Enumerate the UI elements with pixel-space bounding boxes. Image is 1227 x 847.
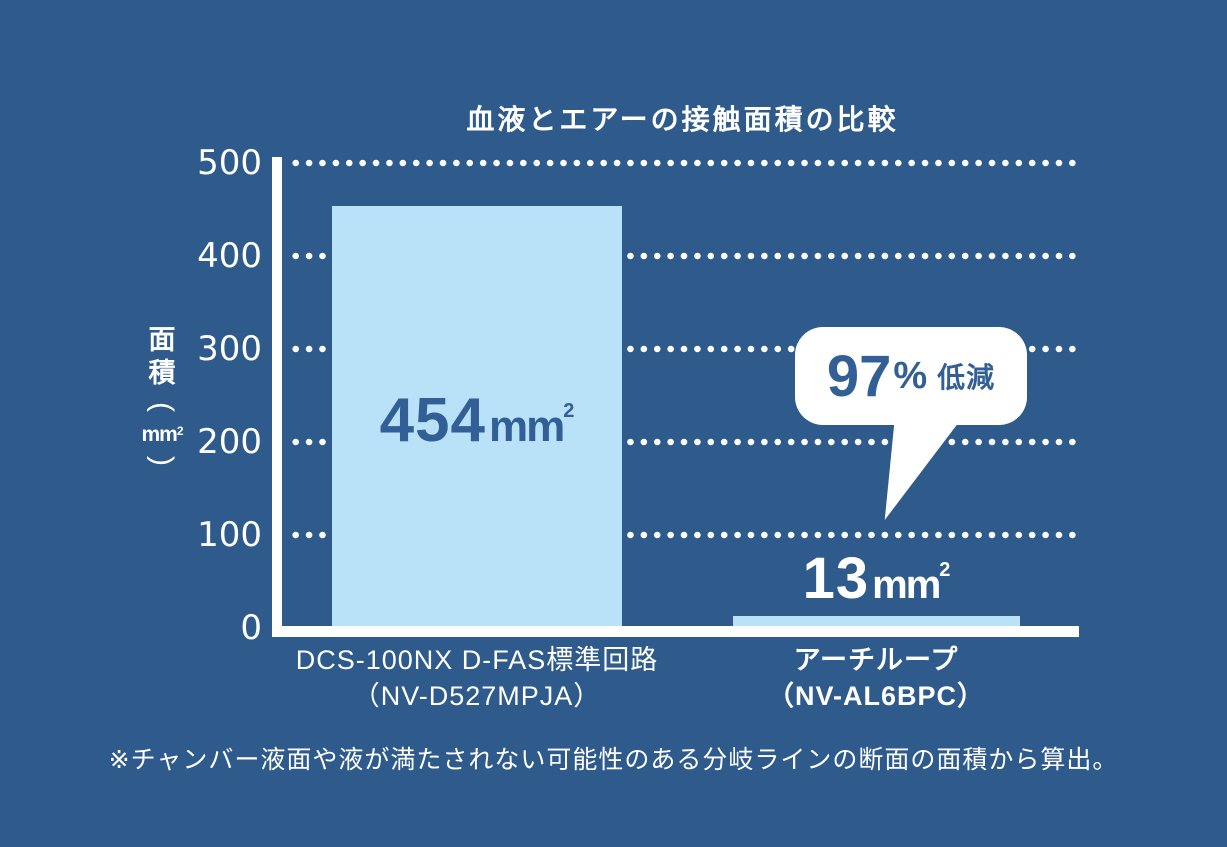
y-axis-unit-paren-close: ) <box>146 456 179 466</box>
y-tick-400: 400 <box>197 236 262 276</box>
gridline-100 <box>287 531 1079 539</box>
x-label-arch-loop: アーチループ （NV-AL6BPC） <box>676 642 1076 714</box>
gridline-200 <box>287 438 1079 446</box>
callout-bubble: 97% 低減 <box>795 327 1027 425</box>
x-label-line1: DCS-100NX D-FAS標準回路 <box>295 645 659 675</box>
x-label-dcs-100nx: DCS-100NX D-FAS標準回路 （NV-D527MPJA） <box>277 642 677 714</box>
callout-bubble-tail <box>884 418 962 520</box>
y-axis-line <box>272 157 282 637</box>
gridline-300 <box>287 345 1079 353</box>
y-axis-title: 面 積 ( mm2 ) <box>136 324 188 472</box>
x-label-line2: （NV-AL6BPC） <box>766 681 986 711</box>
y-tick-200: 200 <box>197 422 262 462</box>
gridline-500 <box>287 159 1079 167</box>
x-axis-line <box>272 626 1079 637</box>
y-tick-0: 0 <box>240 608 262 648</box>
y-axis-title-char: 積 <box>148 358 176 388</box>
y-tick-500: 500 <box>197 143 262 183</box>
y-axis-title-char: 面 <box>148 325 176 355</box>
callout-percent-sign: % <box>893 354 928 397</box>
chart-title: 血液とエアーの接触面積の比較 <box>466 104 899 135</box>
footnote: ※チャンバー液面や液が満たされない可能性のある分岐ラインの断面の面積から算出。 <box>108 746 1119 774</box>
callout-percent-value: 97 <box>826 343 892 409</box>
x-label-line1: アーチループ <box>793 645 959 675</box>
y-axis-unit: mm2 <box>141 423 183 446</box>
y-axis-unit-paren-open: ( <box>146 402 179 412</box>
bar-value-label-13: 13 mm2 <box>802 546 951 611</box>
bar-value-label-454: 454 mm2 <box>379 386 575 455</box>
x-label-line2: （NV-D527MPJA） <box>352 681 602 711</box>
gridline-400 <box>287 252 1079 260</box>
callout-label: 低減 <box>937 362 996 393</box>
bar-dcs-100nx <box>332 206 622 626</box>
y-tick-100: 100 <box>197 515 262 555</box>
bar-arch-loop <box>733 616 1020 626</box>
y-tick-300: 300 <box>197 329 262 369</box>
